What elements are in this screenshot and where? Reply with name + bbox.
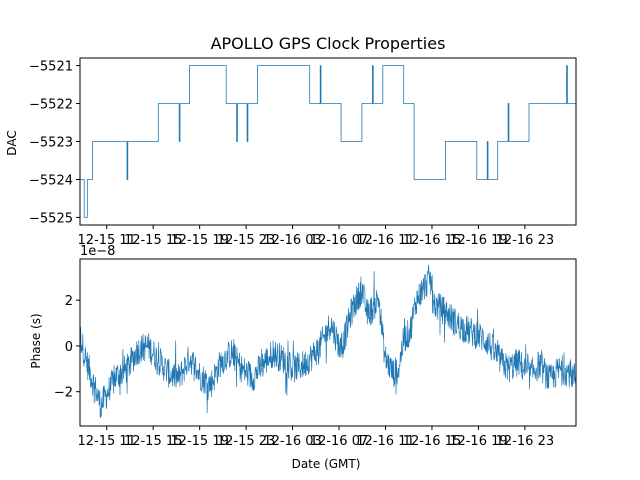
phase-frame — [79, 258, 577, 427]
phase-ytick-label: 2 — [65, 294, 73, 309]
phase-xtick-label: 12-16 11 — [356, 434, 414, 449]
phase-xtick-label: 12-15 23 — [217, 434, 275, 449]
dac-ytick-label: −5521 — [29, 60, 73, 75]
dac-xtick-label: 12-16 23 — [496, 233, 554, 248]
phase-xtick-label: 12-16 15 — [403, 434, 461, 449]
phase-series — [79, 264, 577, 419]
phase-xtick-label: 12-16 23 — [496, 434, 554, 449]
dac-xtick-label: 12-15 15 — [124, 233, 182, 248]
phase-ylabel: Phase (s) — [29, 313, 43, 368]
dac-line — [80, 65, 576, 218]
phase-xtick-label: 12-15 19 — [170, 434, 228, 449]
phase-yticks: −2 0 2 — [54, 294, 80, 401]
dac-axes: DAC −5525−5524−5523−5522−5521 12-15 1112… — [5, 57, 577, 248]
dac-frame — [79, 57, 577, 226]
phase-ytick-label: −2 — [54, 386, 73, 401]
phase-line — [79, 264, 577, 419]
dac-xtick-label: 12-16 07 — [310, 233, 368, 248]
dac-ytick-label: −5525 — [29, 211, 73, 226]
dac-xtick-label: 12-16 15 — [403, 233, 461, 248]
phase-xtick-label: 12-16 19 — [449, 434, 507, 449]
phase-xlabel: Date (GMT) — [292, 457, 361, 471]
phase-ytick-label: 0 — [65, 340, 73, 355]
phase-xtick-label: 12-16 07 — [310, 434, 368, 449]
dac-ytick-label: −5524 — [29, 173, 73, 188]
dac-yticks: −5525 −5524 −5523 −5522 −5521 — [29, 60, 80, 226]
phase-offset-text: 1e−8 — [80, 244, 115, 259]
dac-xtick-label: 12-15 19 — [170, 233, 228, 248]
dac-series — [80, 65, 576, 218]
dac-xtick-label: 12-15 23 — [217, 233, 275, 248]
dac-xtick-label: 12-16 11 — [356, 233, 414, 248]
dac-xtick-label: 12-15 11 — [77, 233, 135, 248]
dac-ytick-label: −5522 — [29, 98, 73, 113]
phase-xtick-label: 12-15 11 — [77, 434, 135, 449]
phase-xtick-label: 12-16 03 — [263, 434, 321, 449]
dac-ylabel: DAC — [5, 130, 19, 155]
dac-xtick-label: 12-16 03 — [263, 233, 321, 248]
phase-xtick-label: 12-15 15 — [124, 434, 182, 449]
dac-ytick-label: −5523 — [29, 136, 73, 151]
dac-xtick-label: 12-16 19 — [449, 233, 507, 248]
chart-title: APOLLO GPS Clock Properties — [211, 34, 446, 53]
